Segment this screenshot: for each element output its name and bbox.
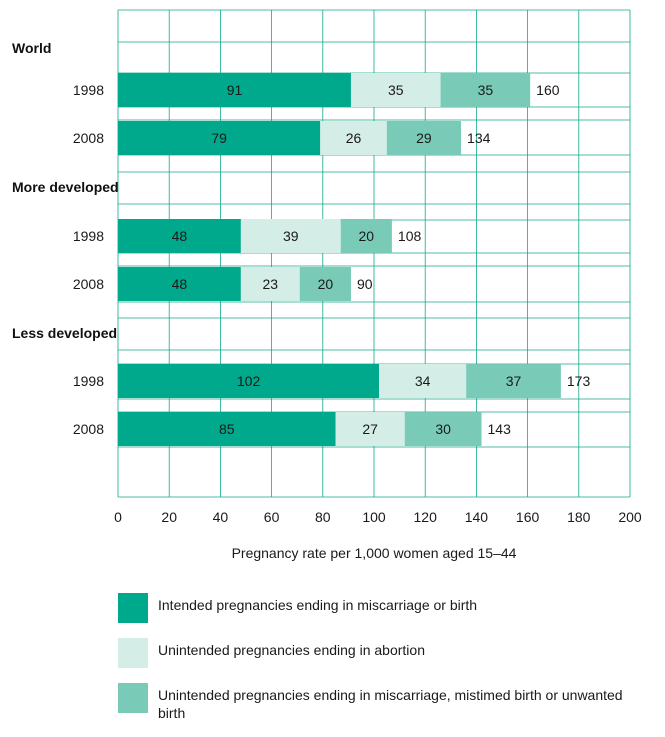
year-label-less-developed-1998: 1998 xyxy=(73,373,104,389)
x-axis-label: Pregnancy rate per 1,000 women aged 15–4… xyxy=(231,545,517,561)
data-label-world-2008-s1: 26 xyxy=(346,130,362,146)
x-tick-label-160: 160 xyxy=(516,509,540,525)
bar-segment-world-2008-s0 xyxy=(118,121,321,155)
data-label-more-developed-2008-s1: 23 xyxy=(263,276,279,292)
bar-segment-world-1998-s0 xyxy=(118,73,351,107)
legend-swatch-intended xyxy=(118,593,148,623)
data-label-world-2008-s2: 29 xyxy=(416,130,432,146)
x-tick-label-60: 60 xyxy=(264,509,280,525)
data-label-less-developed-2008-s0: 85 xyxy=(219,421,235,437)
legend-item-abortion: Unintended pregnancies ending in abortio… xyxy=(118,638,648,668)
stacked-bar-chart: 0 20 40 60 80 100 120 140 160 180 200 World 1998 91 35… xyxy=(12,9,642,525)
bar-segment-less-developed-2008-s2 xyxy=(404,412,482,446)
year-label-world-1998: 1998 xyxy=(73,82,104,98)
total-label-world-2008: 134 xyxy=(467,130,491,146)
data-label-less-developed-1998-s0: 102 xyxy=(237,373,261,389)
data-label-more-developed-1998-s2: 20 xyxy=(359,228,375,244)
legend-label-abortion: Unintended pregnancies ending in abortio… xyxy=(158,642,425,658)
year-label-more-developed-1998: 1998 xyxy=(73,228,104,244)
bars xyxy=(118,73,561,446)
data-label-world-2008-s0: 79 xyxy=(211,130,227,146)
legend: Intended pregnancies ending in miscarria… xyxy=(118,593,648,737)
data-label-more-developed-1998-s1: 39 xyxy=(283,228,299,244)
data-label-world-1998-s0: 91 xyxy=(227,82,243,98)
x-tick-label-20: 20 xyxy=(161,509,177,525)
x-tick-label-80: 80 xyxy=(315,509,331,525)
legend-item-intended: Intended pregnancies ending in miscarria… xyxy=(118,593,648,623)
bar-segment-more-developed-1998-s1 xyxy=(240,219,341,253)
data-label-more-developed-1998-s0: 48 xyxy=(172,228,188,244)
data-label-world-1998-s1: 35 xyxy=(388,82,404,98)
bar-segment-more-developed-2008-s1 xyxy=(240,267,300,301)
bar-segment-world-1998-s1 xyxy=(350,73,441,107)
year-label-more-developed-2008: 2008 xyxy=(73,276,104,292)
data-label-less-developed-1998-s1: 34 xyxy=(415,373,431,389)
labels: 0 20 40 60 80 100 120 140 160 180 200 World 1998 91 35… xyxy=(12,40,642,525)
bar-segment-less-developed-2008-s0 xyxy=(118,412,336,446)
x-tick-label-120: 120 xyxy=(414,509,438,525)
data-label-less-developed-2008-s1: 27 xyxy=(362,421,378,437)
x-tick-label-40: 40 xyxy=(213,509,229,525)
data-label-world-1998-s2: 35 xyxy=(478,82,494,98)
data-label-more-developed-2008-s0: 48 xyxy=(172,276,188,292)
legend-swatch-unintended-birth xyxy=(118,683,148,713)
bar-segment-less-developed-1998-s0 xyxy=(118,364,380,398)
group-label-more-developed: More developed xyxy=(12,179,119,195)
data-label-less-developed-2008-s2: 30 xyxy=(435,421,451,437)
group-label-world: World xyxy=(12,40,51,56)
total-label-world-1998: 160 xyxy=(536,82,560,98)
total-label-more-developed-2008: 90 xyxy=(357,276,373,292)
legend-item-unintended-birth: Unintended pregnancies ending in miscarr… xyxy=(118,683,648,722)
data-label-more-developed-2008-s2: 20 xyxy=(318,276,334,292)
legend-swatch-abortion xyxy=(118,638,148,668)
data-label-less-developed-1998-s2: 37 xyxy=(506,373,522,389)
x-tick-label-0: 0 xyxy=(114,509,122,525)
legend-label-intended: Intended pregnancies ending in miscarria… xyxy=(158,597,478,613)
bar-segment-more-developed-2008-s2 xyxy=(299,267,351,301)
year-label-less-developed-2008: 2008 xyxy=(73,421,104,437)
bar-segment-world-2008-s2 xyxy=(386,121,462,155)
bar-segment-world-1998-s2 xyxy=(440,73,531,107)
bar-segment-less-developed-1998-s2 xyxy=(466,364,561,398)
bar-segment-more-developed-2008-s0 xyxy=(118,267,241,301)
x-tick-label-200: 200 xyxy=(618,509,642,525)
bar-segment-less-developed-2008-s1 xyxy=(335,412,405,446)
bar-segment-more-developed-1998-s2 xyxy=(340,219,392,253)
x-tick-label-180: 180 xyxy=(567,509,591,525)
year-label-world-2008: 2008 xyxy=(73,130,104,146)
x-tick-label-140: 140 xyxy=(465,509,489,525)
bar-segment-more-developed-1998-s0 xyxy=(118,219,241,253)
bar-segment-less-developed-1998-s1 xyxy=(379,364,467,398)
total-label-more-developed-1998: 108 xyxy=(398,228,422,244)
total-label-less-developed-2008: 143 xyxy=(488,421,512,437)
x-tick-label-100: 100 xyxy=(362,509,386,525)
legend-label-unintended-birth: Unintended pregnancies ending in miscarr… xyxy=(158,687,623,721)
bar-segment-world-2008-s1 xyxy=(320,121,387,155)
total-label-less-developed-1998: 173 xyxy=(567,373,591,389)
group-label-less-developed: Less developed xyxy=(12,325,117,341)
